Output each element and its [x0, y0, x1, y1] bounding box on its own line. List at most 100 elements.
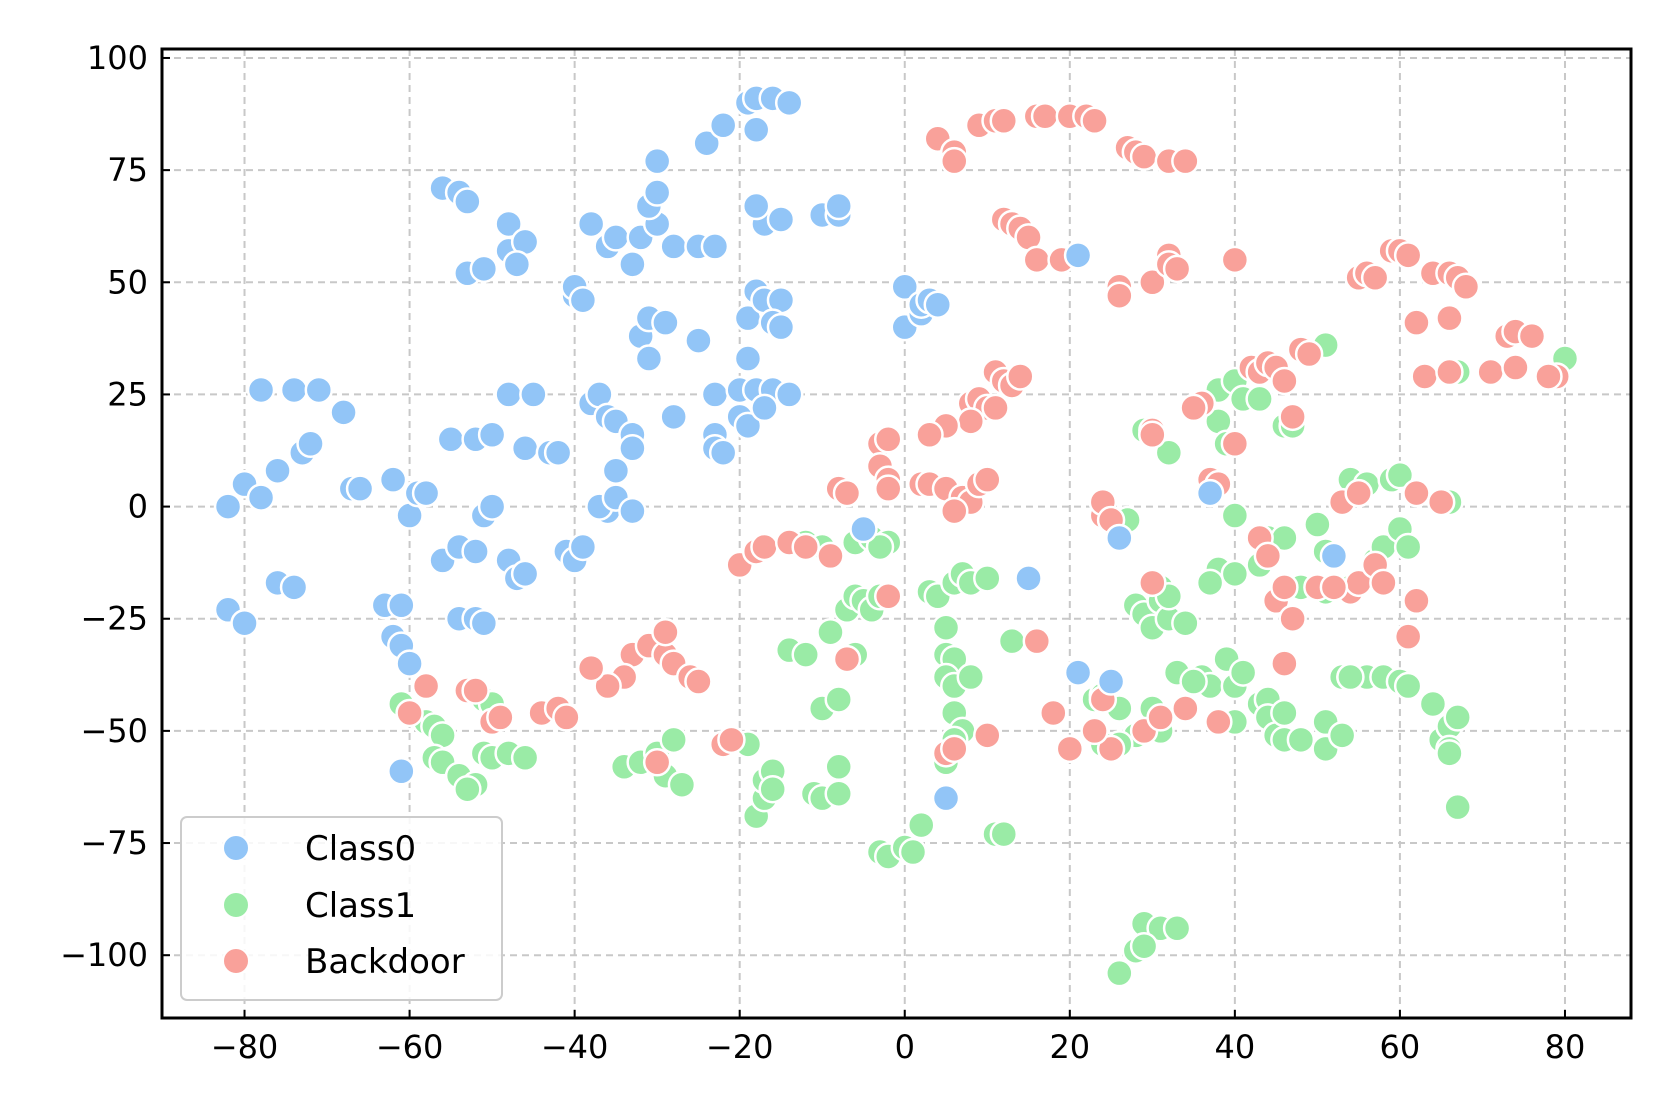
y-tick-label: −100 — [60, 936, 148, 974]
point-backdoor — [915, 420, 944, 450]
point-class1 — [1443, 792, 1472, 822]
point-class1 — [667, 770, 697, 799]
point-class0 — [263, 456, 292, 485]
x-tick-label: −60 — [376, 1028, 444, 1066]
legend-label-class1: Class1 — [305, 886, 416, 926]
point-backdoor — [1435, 357, 1464, 387]
point-class0 — [618, 250, 647, 279]
point-class0 — [1096, 667, 1126, 696]
point-class1 — [1195, 568, 1225, 598]
point-backdoor — [395, 698, 424, 728]
point-class0 — [378, 465, 408, 494]
point-class1 — [1220, 559, 1250, 589]
point-backdoor — [1270, 573, 1299, 602]
point-backdoor — [1138, 568, 1167, 598]
point-backdoor — [684, 667, 713, 696]
point-class0 — [1014, 564, 1043, 593]
point-backdoor — [1319, 573, 1349, 602]
legend-marker-class1 — [222, 891, 250, 919]
point-backdoor — [1278, 604, 1307, 633]
point-class0 — [700, 232, 730, 261]
point-class0 — [246, 375, 276, 405]
point-class0 — [345, 474, 375, 503]
point-class0 — [387, 757, 416, 786]
point-class0 — [1105, 523, 1134, 553]
point-class0 — [395, 649, 424, 678]
point-backdoor — [576, 653, 606, 683]
x-tick-label: 40 — [1215, 1028, 1256, 1066]
point-class0 — [230, 608, 259, 638]
x-tick-label: 80 — [1545, 1028, 1586, 1066]
point-class0 — [634, 344, 664, 373]
point-class1 — [816, 617, 845, 647]
point-class1 — [824, 779, 853, 808]
point-class0 — [700, 380, 730, 409]
point-backdoor — [1204, 707, 1233, 737]
point-class1 — [1443, 703, 1472, 732]
point-class1 — [1171, 608, 1200, 638]
point-backdoor — [1220, 429, 1250, 459]
point-class0 — [1319, 541, 1349, 571]
point-backdoor — [832, 478, 862, 508]
point-class0 — [296, 429, 325, 459]
point-backdoor — [1476, 357, 1505, 387]
point-class0 — [741, 191, 771, 221]
x-tick-label: 20 — [1049, 1028, 1090, 1066]
point-class0 — [692, 128, 721, 158]
point-backdoor — [552, 703, 581, 732]
point-backdoor — [816, 541, 845, 571]
x-tick-label: 60 — [1380, 1028, 1421, 1066]
point-class1 — [453, 774, 482, 804]
point-backdoor — [1080, 716, 1109, 746]
point-class0 — [494, 380, 523, 409]
point-class0 — [304, 375, 334, 405]
y-tick-label: 50 — [107, 263, 148, 301]
point-class1 — [956, 662, 986, 692]
point-class0 — [618, 434, 647, 463]
point-class1 — [907, 810, 936, 840]
point-backdoor — [940, 146, 969, 176]
point-backdoor — [940, 496, 969, 526]
x-tick-label: −20 — [706, 1028, 774, 1066]
point-backdoor — [1138, 268, 1167, 297]
point-backdoor — [1171, 146, 1200, 176]
point-class0 — [659, 232, 688, 261]
point-class0 — [329, 398, 358, 427]
point-class0 — [387, 591, 416, 620]
point-class0 — [684, 326, 713, 355]
point-class0 — [849, 514, 878, 544]
point-class1 — [791, 640, 820, 669]
point-class1 — [824, 752, 853, 782]
point-class1 — [1220, 501, 1250, 530]
point-backdoor — [940, 734, 969, 764]
point-class0 — [411, 478, 441, 508]
point-class0 — [618, 496, 647, 526]
point-class0 — [824, 191, 853, 221]
point-class1 — [659, 725, 688, 755]
point-backdoor — [1344, 478, 1373, 508]
point-class1 — [997, 626, 1027, 656]
point-class0 — [733, 344, 763, 373]
point-backdoor — [1278, 402, 1307, 432]
point-backdoor — [1055, 734, 1085, 764]
point-backdoor — [989, 106, 1019, 136]
point-class0 — [477, 420, 507, 450]
point-class1 — [1162, 914, 1192, 943]
point-backdoor — [461, 676, 490, 705]
point-class1 — [1245, 384, 1274, 414]
point-class0 — [279, 375, 309, 405]
point-class1 — [824, 685, 853, 714]
point-backdoor — [593, 671, 622, 701]
point-class0 — [766, 312, 796, 342]
y-tick-label: −75 — [80, 824, 148, 862]
legend-marker-class0 — [222, 834, 250, 862]
point-class1 — [1105, 958, 1134, 988]
point-backdoor — [832, 644, 862, 674]
point-class0 — [923, 290, 953, 319]
data-points — [213, 84, 1580, 988]
point-class1 — [931, 613, 961, 642]
point-backdoor — [1253, 541, 1283, 571]
point-backdoor — [1080, 106, 1109, 136]
point-class0 — [708, 438, 738, 467]
